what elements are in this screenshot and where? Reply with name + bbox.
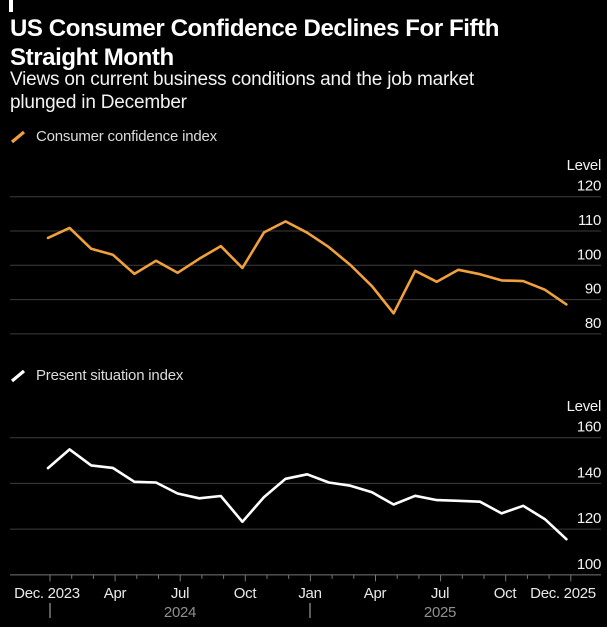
y-tick-label: 110 [578, 212, 601, 229]
x-axis-month-label: Jul [171, 585, 189, 602]
present-situation-chart: Level 160 140 120 100 Dec. 2023 Apr Jul Oct Jan Ap… [10, 398, 601, 621]
orange-slash-icon [10, 130, 26, 143]
chart-subtitle: Views on current business conditions and… [10, 68, 590, 114]
y-axis-unit-label: Level [567, 157, 601, 174]
legend-present-situation-label: Present situation index [36, 367, 184, 384]
chart-subtitle-line2: plunged in December [10, 92, 187, 113]
y-tick-label: 100 [577, 246, 601, 263]
x-axis-month-label: Apr [104, 585, 127, 602]
y-tick-label: 140 [577, 464, 601, 481]
chart-subtitle-line1: Views on current business conditions and… [10, 69, 474, 90]
y-tick-label: 100 [577, 556, 601, 573]
x-axis-month-label: Dec. 2023 [14, 585, 80, 602]
y-tick-label: 120 [577, 178, 601, 195]
x-axis-month-label: Oct [234, 585, 258, 602]
y-tick-label: 160 [577, 419, 601, 436]
consumer-confidence-line [46, 220, 568, 315]
y-tick-label: 80 [585, 315, 601, 332]
y-tick-label: 90 [585, 281, 601, 298]
x-axis-month-label: Dec. 2025 [530, 585, 596, 602]
chart-title-line1: US Consumer Confidence Declines For Fift… [10, 15, 499, 42]
present-situation-line [46, 448, 568, 541]
legend-present-situation: Present situation index [10, 367, 183, 384]
legend-consumer-confidence-label: Consumer confidence index [36, 128, 217, 145]
x-axis-month-label: Jul [431, 585, 449, 602]
x-axis-year-label: 2024 [164, 604, 196, 621]
x-axis-month-label: Apr [364, 585, 387, 602]
x-axis-year-label: 2025 [424, 604, 456, 621]
y-tick-label: 120 [577, 510, 601, 527]
legend-consumer-confidence: Consumer confidence index [10, 128, 217, 145]
white-slash-icon [10, 369, 26, 382]
x-axis-month-label: Jan [298, 585, 321, 602]
consumer-confidence-chart: Level 120 110 100 90 80 [10, 157, 601, 335]
chart-title: US Consumer Confidence Declines For Fift… [10, 14, 570, 72]
x-axis-month-label: Oct [494, 585, 518, 602]
chart-title-line2: Straight Month [10, 44, 174, 71]
bloomberg-flag-mark [9, 0, 13, 12]
y-axis-unit-label: Level [567, 398, 601, 415]
